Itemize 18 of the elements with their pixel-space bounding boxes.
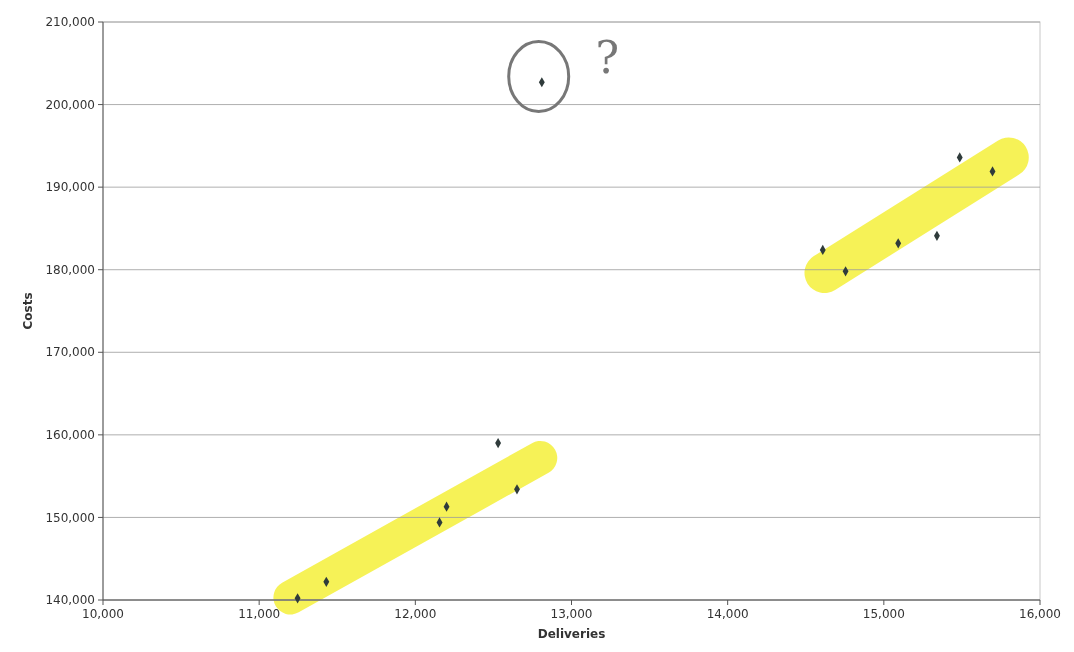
y-tick-label: 150,000 <box>45 510 95 525</box>
x-tick-label: 14,000 <box>706 607 749 621</box>
y-tick-label: 210,000 <box>45 15 95 30</box>
y-tick-label: 190,000 <box>45 180 95 195</box>
x-axis-title: Deliveries <box>537 627 606 641</box>
annotation: ? <box>595 32 620 84</box>
y-tick-label: 200,000 <box>45 97 95 112</box>
y-axis-title: Costs <box>21 292 35 330</box>
x-tick-label: 16,000 <box>1019 607 1061 621</box>
x-tick-label: 13,000 <box>550 607 593 621</box>
y-tick-label: 170,000 <box>45 345 95 360</box>
x-tick-label: 11,000 <box>238 607 281 621</box>
x-tick-label: 15,000 <box>862 607 905 621</box>
x-tick-label: 10,000 <box>82 607 124 621</box>
y-tick-label: 180,000 <box>45 262 95 277</box>
x-tick-label: 12,000 <box>394 607 437 621</box>
y-tick-label: 140,000 <box>45 593 95 608</box>
y-tick-label: 160,000 <box>45 428 95 443</box>
